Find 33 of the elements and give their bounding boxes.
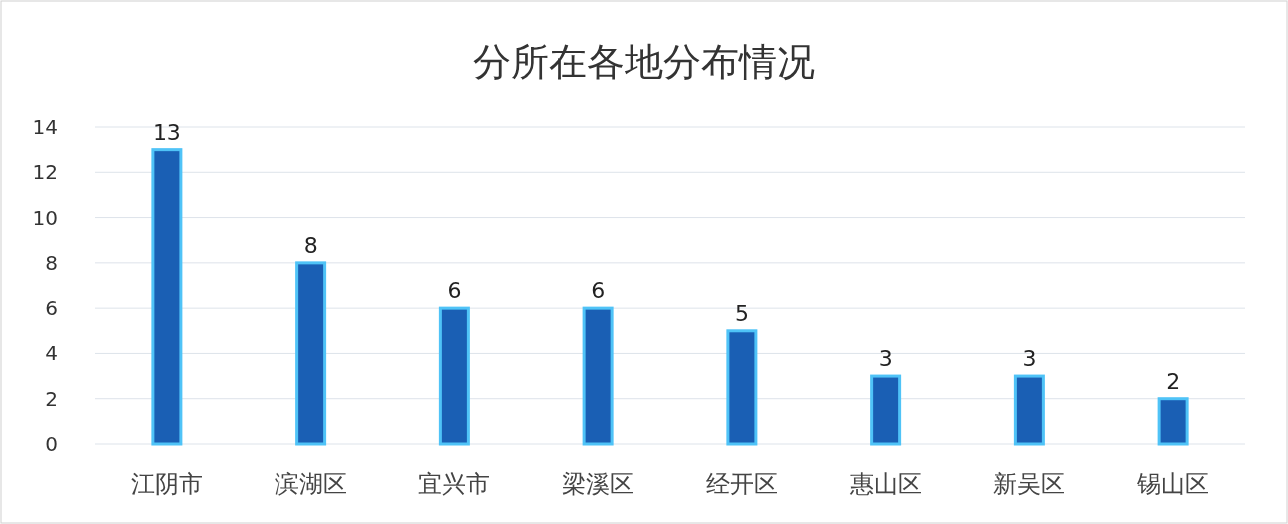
data-label: 6 xyxy=(447,278,462,304)
x-tick-label: 经开区 xyxy=(705,470,778,498)
data-label: 8 xyxy=(303,232,318,258)
data-label: 2 xyxy=(1166,368,1181,394)
x-tick-label: 梁溪区 xyxy=(562,470,635,498)
y-tick-label: 4 xyxy=(45,341,58,366)
data-label: 13 xyxy=(152,119,181,145)
data-label: 3 xyxy=(878,346,893,372)
bar xyxy=(151,148,183,446)
x-tick-label: 江阴市 xyxy=(130,470,203,498)
bar xyxy=(1157,397,1189,446)
x-tick-label: 锡山区 xyxy=(1136,470,1210,498)
y-tick-label: 14 xyxy=(32,115,58,139)
x-tick-label: 宜兴市 xyxy=(418,470,491,498)
data-label: 5 xyxy=(734,300,749,326)
data-label: 3 xyxy=(1022,346,1037,372)
y-tick-label: 2 xyxy=(45,386,58,411)
bar xyxy=(870,374,902,446)
x-tick-label: 惠山区 xyxy=(848,470,922,498)
y-tick-label: 8 xyxy=(45,250,58,275)
x-tick-label: 新吴区 xyxy=(993,470,1066,498)
x-tick-label: 滨湖区 xyxy=(274,470,347,498)
bar xyxy=(582,306,614,446)
bar xyxy=(726,329,758,446)
chart-title: 分所在各地分布情况 xyxy=(473,41,815,83)
y-tick-label: 12 xyxy=(32,160,58,185)
y-tick-label: 10 xyxy=(32,205,58,230)
data-label: 6 xyxy=(591,278,606,304)
y-tick-label: 6 xyxy=(45,296,58,321)
bar xyxy=(295,261,327,446)
bar xyxy=(1013,374,1045,446)
y-tick-label: 0 xyxy=(45,432,58,456)
bar xyxy=(438,306,470,446)
